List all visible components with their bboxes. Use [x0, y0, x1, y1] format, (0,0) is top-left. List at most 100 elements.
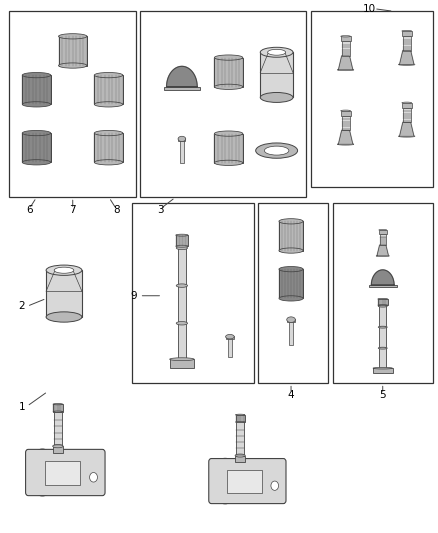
Polygon shape	[339, 130, 353, 144]
Bar	[342, 41, 350, 56]
Ellipse shape	[265, 146, 289, 155]
Text: 7: 7	[69, 205, 76, 215]
Ellipse shape	[236, 422, 245, 423]
Bar	[176, 235, 188, 246]
Ellipse shape	[337, 143, 354, 145]
Text: 5: 5	[379, 390, 386, 400]
Bar	[373, 368, 392, 373]
Ellipse shape	[235, 454, 245, 457]
Ellipse shape	[178, 136, 186, 142]
Ellipse shape	[256, 143, 297, 158]
Ellipse shape	[260, 47, 293, 57]
Ellipse shape	[215, 84, 243, 90]
Ellipse shape	[176, 246, 187, 249]
Bar	[141, 11, 306, 197]
Text: 1: 1	[18, 402, 25, 413]
Ellipse shape	[170, 358, 194, 361]
Bar	[46, 270, 82, 317]
Bar	[341, 36, 350, 41]
Ellipse shape	[215, 55, 243, 60]
Bar	[237, 422, 244, 456]
Ellipse shape	[226, 334, 234, 339]
Ellipse shape	[22, 102, 51, 107]
Ellipse shape	[399, 63, 415, 65]
Bar	[54, 411, 62, 446]
Bar	[279, 221, 303, 251]
Bar	[53, 404, 63, 411]
Ellipse shape	[59, 63, 87, 68]
Bar	[226, 336, 234, 338]
Ellipse shape	[53, 445, 63, 448]
FancyBboxPatch shape	[25, 449, 105, 496]
Bar	[287, 319, 295, 322]
Ellipse shape	[279, 219, 303, 224]
Ellipse shape	[53, 403, 63, 405]
Ellipse shape	[378, 305, 388, 306]
FancyBboxPatch shape	[209, 458, 286, 504]
Ellipse shape	[341, 110, 350, 111]
Ellipse shape	[378, 298, 388, 300]
Ellipse shape	[28, 449, 57, 496]
Ellipse shape	[287, 317, 295, 322]
Bar	[178, 138, 185, 141]
Ellipse shape	[376, 255, 389, 256]
Ellipse shape	[22, 160, 51, 165]
Bar	[258, 203, 328, 383]
Bar	[369, 285, 397, 287]
Polygon shape	[166, 67, 197, 87]
Bar	[379, 348, 386, 368]
Text: 2: 2	[18, 301, 25, 311]
Ellipse shape	[399, 135, 415, 137]
Bar	[236, 415, 245, 422]
Bar	[177, 286, 186, 321]
Bar	[260, 52, 293, 98]
Ellipse shape	[268, 50, 286, 55]
Bar	[227, 470, 262, 494]
Text: 3: 3	[157, 205, 163, 215]
Ellipse shape	[176, 321, 187, 325]
Bar	[379, 306, 386, 326]
Bar	[132, 203, 254, 383]
Ellipse shape	[402, 102, 412, 103]
Ellipse shape	[279, 248, 303, 253]
Bar	[22, 133, 51, 163]
Bar	[45, 462, 80, 485]
Bar	[379, 327, 386, 347]
Ellipse shape	[54, 267, 74, 273]
Ellipse shape	[215, 131, 243, 136]
Ellipse shape	[212, 458, 239, 504]
Bar	[10, 11, 136, 197]
Ellipse shape	[46, 265, 82, 276]
Bar	[402, 103, 412, 108]
Ellipse shape	[22, 72, 51, 78]
Bar	[403, 36, 411, 51]
Ellipse shape	[378, 347, 387, 349]
Text: 10: 10	[363, 4, 376, 14]
Polygon shape	[371, 270, 394, 285]
Ellipse shape	[53, 411, 63, 413]
Ellipse shape	[176, 245, 188, 247]
Bar	[215, 58, 243, 87]
Ellipse shape	[341, 36, 350, 37]
Text: 9: 9	[131, 290, 137, 301]
Ellipse shape	[279, 296, 303, 301]
Bar	[177, 248, 186, 284]
Bar	[332, 203, 433, 383]
Bar	[215, 134, 243, 163]
Bar	[289, 320, 293, 345]
Bar	[311, 11, 433, 187]
Ellipse shape	[337, 69, 354, 70]
Ellipse shape	[94, 72, 123, 78]
Ellipse shape	[94, 160, 123, 165]
Polygon shape	[377, 245, 389, 256]
Bar	[94, 133, 123, 163]
Polygon shape	[399, 51, 414, 64]
Ellipse shape	[378, 305, 387, 307]
Bar	[164, 87, 200, 90]
Ellipse shape	[46, 312, 82, 322]
Bar	[228, 337, 232, 357]
Circle shape	[271, 481, 279, 490]
Bar	[177, 324, 186, 359]
Bar	[342, 116, 350, 130]
Circle shape	[90, 472, 97, 482]
